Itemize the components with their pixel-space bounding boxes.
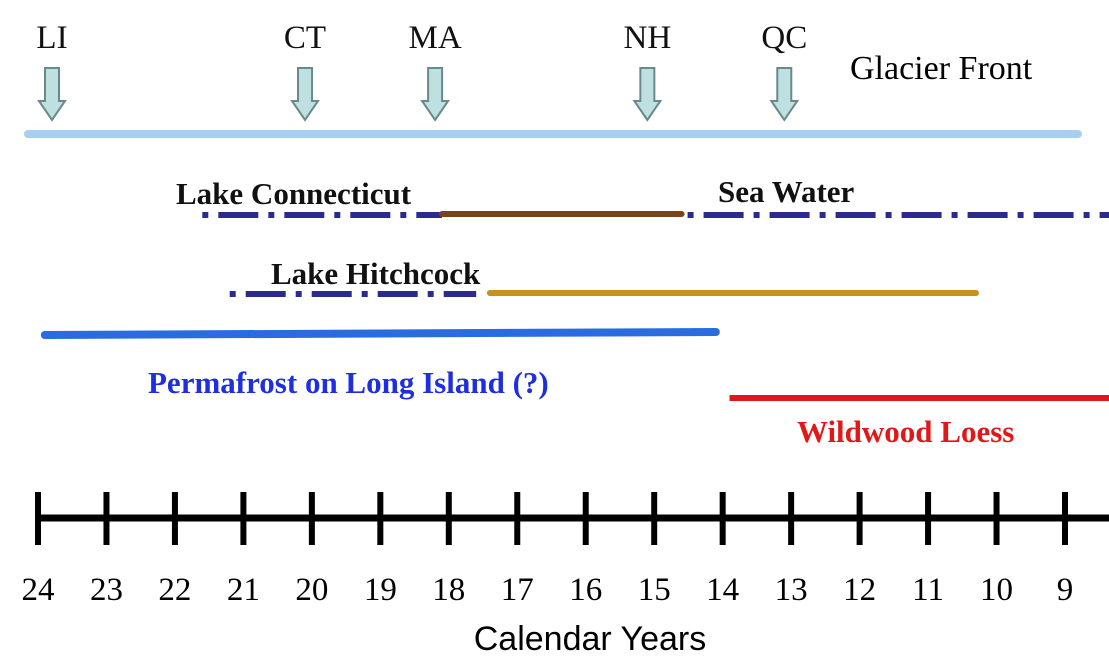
tick-label-23: 23 xyxy=(90,572,123,608)
tick-label-24: 24 xyxy=(22,572,55,608)
lake-hitchcock-row xyxy=(229,290,979,297)
tick-label-11: 11 xyxy=(912,572,944,608)
lake-connecticut-label: Lake Connecticut xyxy=(176,176,412,211)
down-arrow-icon xyxy=(632,67,663,122)
tick-label-22: 22 xyxy=(158,572,191,608)
tick-label-15: 15 xyxy=(638,572,671,608)
lake-connecticut-sea-water-row xyxy=(202,211,1109,218)
tick-label-16: 16 xyxy=(569,572,602,608)
tick-label-20: 20 xyxy=(295,572,328,608)
glacier-front-label: Glacier Front xyxy=(850,50,1033,87)
down-arrow-icon xyxy=(37,67,67,122)
tick-label-18: 18 xyxy=(432,572,465,608)
tick-label-17: 17 xyxy=(501,572,534,608)
down-arrow-icon xyxy=(769,67,800,122)
down-arrow-icon xyxy=(290,67,320,122)
marker-label-qc: QC xyxy=(761,20,807,56)
tick-label-21: 21 xyxy=(227,572,260,608)
tick-label-10: 10 xyxy=(980,572,1013,608)
tick-label-14: 14 xyxy=(706,572,739,608)
marker-label-nh: NH xyxy=(624,20,672,56)
tick-label-12: 12 xyxy=(843,572,876,608)
wildwood-loess-label: Wildwood Loess xyxy=(797,414,1014,449)
sea-water-label: Sea Water xyxy=(718,174,855,209)
glacier-markers: LI CT MA NH QC xyxy=(36,20,807,122)
marker-label-ma: MA xyxy=(409,20,462,56)
permafrost-label: Permafrost on Long Island (?) xyxy=(148,365,549,400)
permafrost-line xyxy=(40,328,720,339)
down-arrow-icon xyxy=(420,67,451,122)
marker-label-li: LI xyxy=(36,20,67,56)
tick-label-13: 13 xyxy=(775,572,808,608)
lake-hitchcock-label: Lake Hitchcock xyxy=(271,256,481,291)
permafrost-row xyxy=(40,328,720,339)
axis-title: Calendar Years xyxy=(474,620,707,658)
marker-label-ct: CT xyxy=(284,20,326,56)
calendar-years-axis: 24 23 22 21 20 19 18 17 16 15 14 13 12 11 10 9 xyxy=(22,492,1109,608)
tick-label-9: 9 xyxy=(1057,572,1074,608)
tick-label-19: 19 xyxy=(364,572,397,608)
